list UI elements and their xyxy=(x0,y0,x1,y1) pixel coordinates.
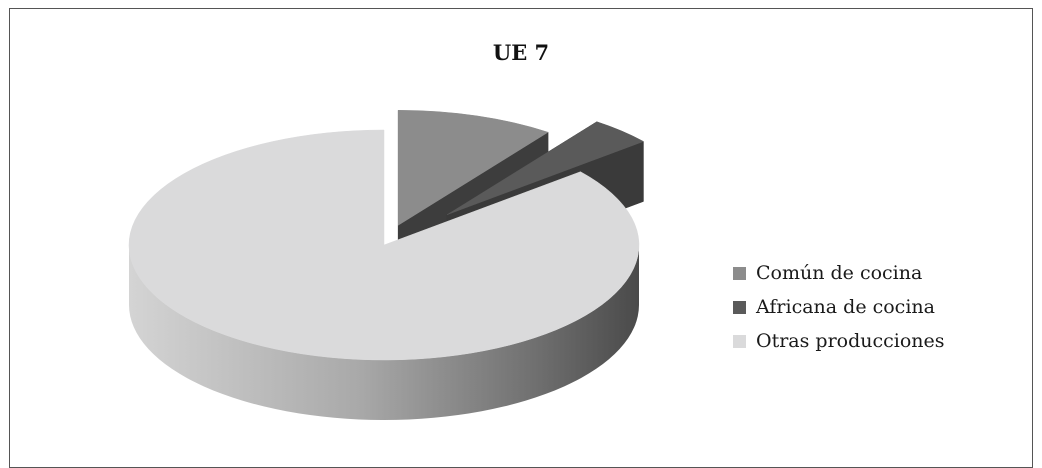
legend-swatch-comun xyxy=(733,266,746,280)
legend-swatch-otras xyxy=(733,334,746,348)
pie-slice-otras-wall xyxy=(129,245,639,420)
legend-label-africana: Africana de cocina xyxy=(756,296,935,318)
legend-item-otras: Otras producciones xyxy=(733,324,945,358)
pie-slice-africana xyxy=(446,121,645,215)
legend-label-comun: Común de cocina xyxy=(756,262,923,284)
legend-item-africana: Africana de cocina xyxy=(733,290,945,324)
pie-slice-otras xyxy=(128,129,640,361)
legend-label-otras: Otras producciones xyxy=(756,330,945,352)
legend: Común de cocina Africana de cocina Otras… xyxy=(733,256,945,358)
pie-chart xyxy=(128,110,645,420)
chart-title: UE 7 xyxy=(492,40,550,65)
pie-slice-comun xyxy=(397,110,549,226)
legend-swatch-africana xyxy=(733,300,746,314)
legend-item-comun: Común de cocina xyxy=(733,256,945,290)
